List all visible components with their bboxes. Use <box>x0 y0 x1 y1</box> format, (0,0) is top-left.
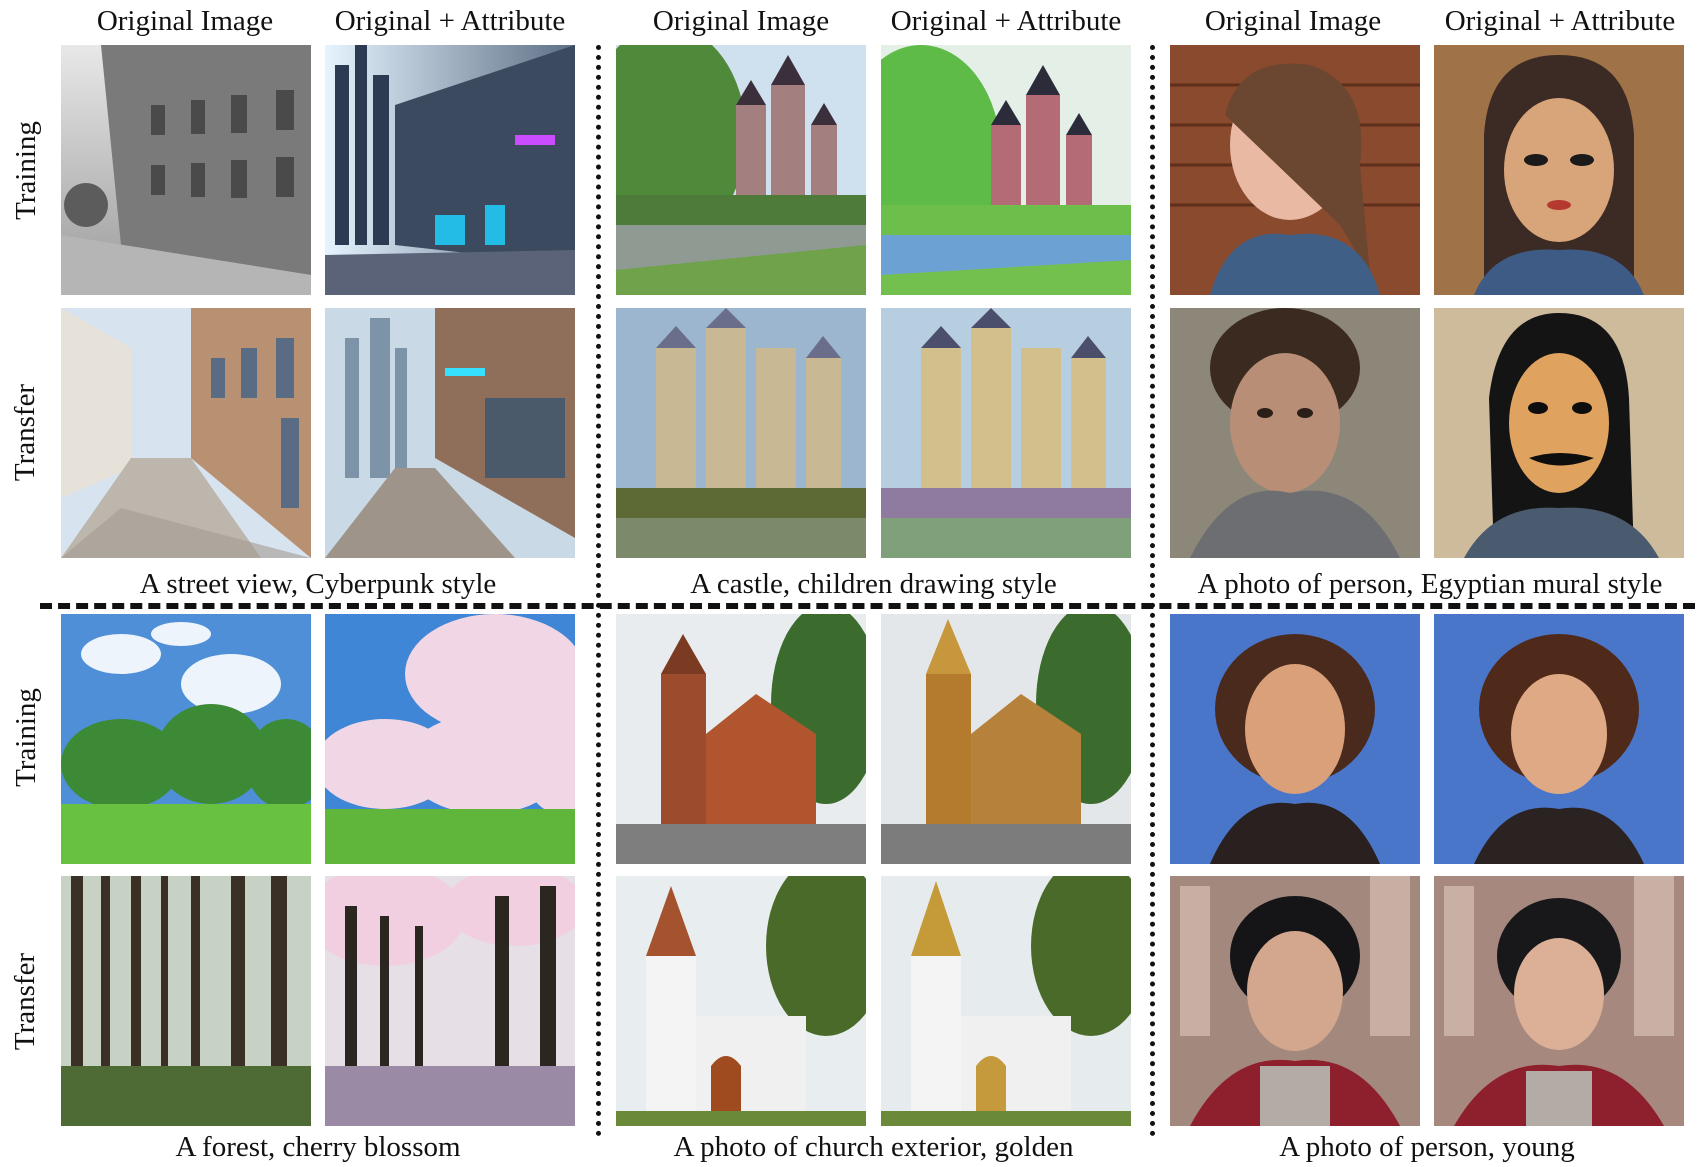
horizontal-separator <box>40 603 1695 609</box>
person-transfer-mural-image <box>1434 308 1684 558</box>
row-label-training-top: Training <box>9 120 42 220</box>
header-attribute-3: Original + Attribute <box>1444 5 1676 37</box>
castle-transfer-original-image <box>616 308 866 558</box>
person-young-transfer-young-image <box>1434 876 1684 1126</box>
street-transfer-original-image <box>61 308 311 558</box>
person-transfer-original-image <box>1170 308 1420 558</box>
street-transfer-cyberpunk-image <box>325 308 575 558</box>
caption-forest: A forest, cherry blossom <box>175 1131 461 1163</box>
caption-person-young: A photo of person, young <box>1279 1131 1575 1163</box>
header-attribute-2: Original + Attribute <box>890 5 1122 37</box>
street-training-original-image <box>61 45 311 295</box>
church-transfer-original-image <box>616 876 866 1126</box>
person-young-training-original-image <box>1170 614 1420 864</box>
castle-training-drawing-image <box>881 45 1131 295</box>
header-original-1: Original Image <box>96 5 274 37</box>
row-label-training-bottom: Training <box>9 687 42 787</box>
vertical-separator-2 <box>1150 45 1155 1137</box>
church-training-golden-image <box>881 614 1131 864</box>
forest-transfer-original-image <box>61 876 311 1126</box>
row-label-transfer-top: Transfer <box>9 383 42 481</box>
header-original-2: Original Image <box>652 5 830 37</box>
person-young-transfer-original-image <box>1170 876 1420 1126</box>
forest-training-original-image <box>61 614 311 864</box>
row-label-transfer-bottom: Transfer <box>9 952 42 1050</box>
caption-street: A street view, Cyberpunk style <box>139 568 497 600</box>
street-training-cyberpunk-image <box>325 45 575 295</box>
person-training-original-image <box>1170 45 1420 295</box>
castle-training-original-image <box>616 45 866 295</box>
church-transfer-golden-image <box>881 876 1131 1126</box>
caption-person-mural: A photo of person, Egyptian mural style <box>1197 568 1663 600</box>
forest-transfer-blossom-image <box>325 876 575 1126</box>
caption-church: A photo of church exterior, golden <box>673 1131 1074 1163</box>
vertical-separator-1 <box>596 45 601 1137</box>
church-training-original-image <box>616 614 866 864</box>
person-young-training-young-image <box>1434 614 1684 864</box>
castle-transfer-drawing-image <box>881 308 1131 558</box>
header-original-3: Original Image <box>1204 5 1382 37</box>
caption-castle: A castle, children drawing style <box>690 568 1057 600</box>
person-training-mural-image <box>1434 45 1684 295</box>
forest-training-blossom-image <box>325 614 575 864</box>
header-attribute-1: Original + Attribute <box>334 5 566 37</box>
